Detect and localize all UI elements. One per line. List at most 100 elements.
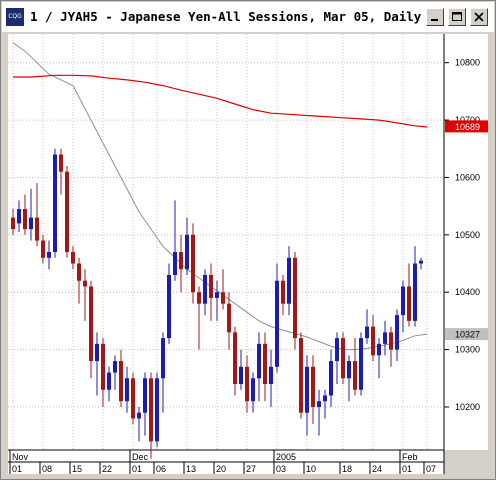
candle[interactable] <box>65 165 69 258</box>
minimize-button[interactable] <box>426 8 444 26</box>
candle-body <box>371 326 375 356</box>
candle[interactable] <box>179 234 183 293</box>
candle[interactable] <box>185 217 189 275</box>
candle-body <box>341 338 345 379</box>
candle[interactable] <box>401 280 405 333</box>
maximize-button[interactable] <box>448 8 466 26</box>
candle[interactable] <box>47 240 51 270</box>
candle[interactable] <box>53 148 57 258</box>
candle[interactable] <box>383 320 387 356</box>
candle[interactable] <box>155 372 159 448</box>
candle[interactable] <box>125 366 129 413</box>
candle[interactable] <box>281 274 285 316</box>
candle[interactable] <box>71 246 75 270</box>
candle-body <box>173 252 177 275</box>
candle[interactable] <box>377 338 381 379</box>
chart-window-icon[interactable]: CQG <box>6 8 24 26</box>
candle[interactable] <box>233 326 237 396</box>
candle[interactable] <box>221 269 225 310</box>
candle[interactable] <box>149 372 153 459</box>
candle[interactable] <box>365 309 369 344</box>
candle[interactable] <box>143 372 147 436</box>
candle[interactable] <box>239 349 243 390</box>
candle[interactable] <box>173 200 177 281</box>
candle[interactable] <box>107 366 111 402</box>
candle[interactable] <box>389 326 393 367</box>
title-bar[interactable]: CQG 1 / JYAH5 - Japanese Yen-All Session… <box>2 2 494 32</box>
candle[interactable] <box>323 389 327 419</box>
candle[interactable] <box>89 280 93 379</box>
time-group-label: Feb <box>402 452 418 462</box>
candle[interactable] <box>215 280 219 321</box>
candle[interactable] <box>161 332 165 413</box>
candle[interactable] <box>167 263 171 344</box>
candle-body <box>95 343 99 362</box>
time-group-label: Nov <box>12 452 29 462</box>
candle[interactable] <box>287 246 291 316</box>
candlestick-chart[interactable]: 10800 10700 10600 10500 10400 10300 10200 01 08… <box>4 32 492 476</box>
candle-body <box>395 315 399 350</box>
candle[interactable] <box>113 355 117 390</box>
candle[interactable] <box>245 355 249 413</box>
candle[interactable] <box>395 309 399 362</box>
candle[interactable] <box>101 338 105 407</box>
candle[interactable] <box>77 257 81 304</box>
candle-body <box>407 286 411 321</box>
candle[interactable] <box>251 372 255 413</box>
candle-body <box>365 326 369 339</box>
candle[interactable] <box>347 355 351 402</box>
candle[interactable] <box>17 200 21 232</box>
candle-body <box>359 338 363 390</box>
candle-body <box>191 234 195 293</box>
candle[interactable] <box>257 332 261 402</box>
plot-area[interactable] <box>8 34 444 450</box>
candle-body <box>77 263 81 281</box>
close-button[interactable] <box>470 8 488 26</box>
candle[interactable] <box>191 223 195 304</box>
candle[interactable] <box>299 332 303 419</box>
candle[interactable] <box>359 332 363 396</box>
candle[interactable] <box>413 246 417 327</box>
candle[interactable] <box>209 263 213 321</box>
candle[interactable] <box>311 355 315 425</box>
candle[interactable] <box>269 349 273 407</box>
candle[interactable] <box>203 269 207 316</box>
candle[interactable] <box>353 338 357 396</box>
candle[interactable] <box>35 183 39 247</box>
price-tag <box>445 328 488 341</box>
candle[interactable] <box>407 263 411 327</box>
candle[interactable] <box>83 269 87 321</box>
candle[interactable] <box>11 209 15 235</box>
candle[interactable] <box>293 252 297 350</box>
candle[interactable] <box>137 406 141 442</box>
candle[interactable] <box>227 292 231 350</box>
candle[interactable] <box>95 332 99 396</box>
candle[interactable] <box>131 372 135 425</box>
candle[interactable] <box>317 389 321 436</box>
candle[interactable] <box>341 332 345 385</box>
candle[interactable] <box>275 263 279 373</box>
candle[interactable] <box>119 349 123 407</box>
price-tick-label: 10300 <box>455 345 480 355</box>
candle-body <box>155 378 159 442</box>
candle[interactable] <box>419 257 423 270</box>
candle[interactable] <box>329 349 333 407</box>
candle-body <box>305 366 309 413</box>
candle-body <box>71 252 75 264</box>
candle[interactable] <box>335 332 339 385</box>
price-axis[interactable] <box>444 34 488 450</box>
candle[interactable] <box>263 332 267 402</box>
candle[interactable] <box>371 315 375 362</box>
candle[interactable] <box>41 234 45 264</box>
candle-body <box>197 292 201 304</box>
candle[interactable] <box>23 194 27 235</box>
candle[interactable] <box>29 188 33 241</box>
time-group-label: Dec <box>132 452 149 462</box>
candle-body <box>119 361 123 402</box>
candle[interactable] <box>197 286 201 350</box>
candle-body <box>239 366 243 385</box>
candle[interactable] <box>59 148 63 195</box>
time-tick-label: 18 <box>342 464 352 474</box>
close-icon <box>474 12 484 22</box>
candle[interactable] <box>305 355 309 436</box>
